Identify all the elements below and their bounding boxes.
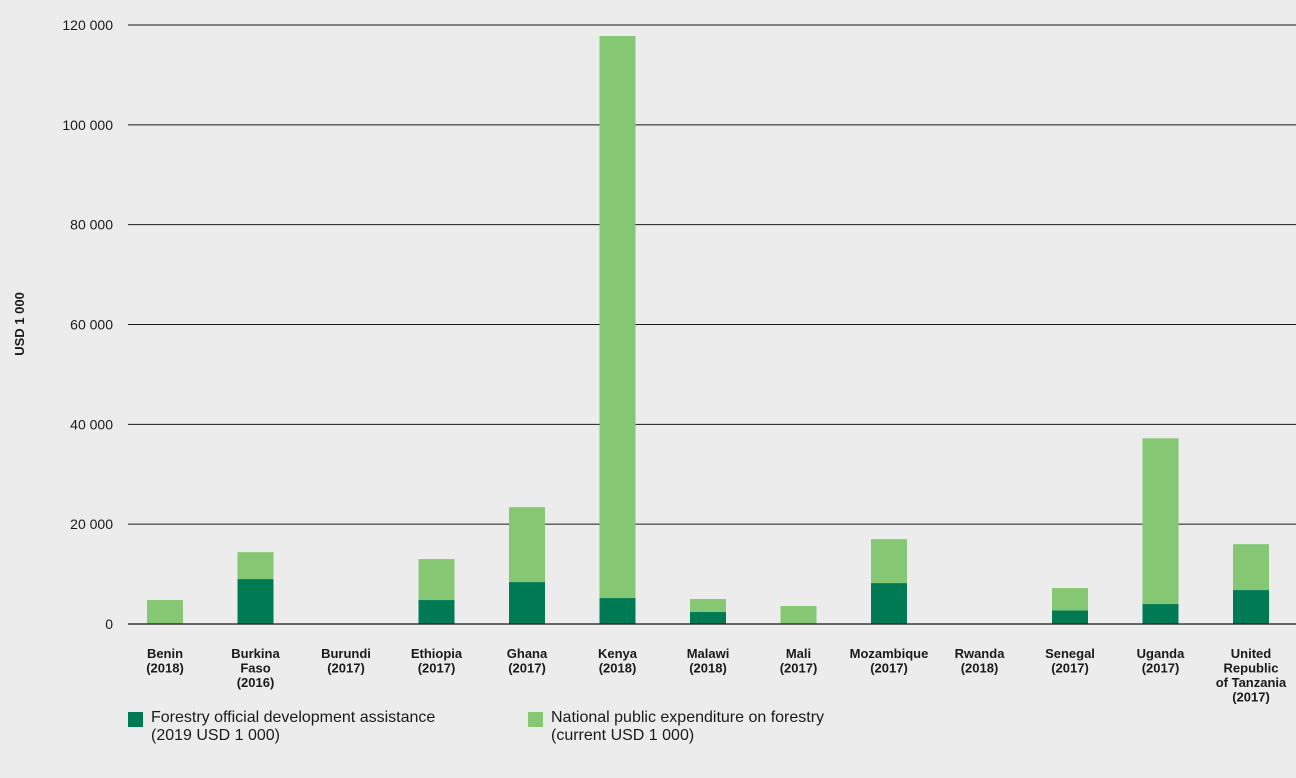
legend-swatch-oda [128, 712, 143, 727]
x-category-label: Burundi (2017) [321, 646, 371, 676]
x-category-label: Mali (2017) [780, 646, 818, 676]
bar-national-expenditure [418, 559, 455, 601]
bar-national-expenditure [147, 600, 183, 624]
y-tick-label: 120 000 [62, 17, 113, 33]
x-category-label: Burkina Faso (2016) [231, 646, 280, 690]
x-category-label: Mozambique (2017) [850, 646, 929, 676]
bar-oda [1142, 604, 1179, 624]
bar-oda [418, 600, 455, 624]
bar-national-expenditure [1142, 438, 1179, 605]
gridlines [128, 24, 1296, 625]
x-category-label: Senegal (2017) [1045, 646, 1095, 676]
legend-label-national: National public expenditure on forestry … [551, 709, 825, 744]
legend-item-oda: Forestry official development assistance… [128, 709, 435, 745]
legend-label-oda: Forestry official development assistance… [151, 709, 436, 744]
x-category-label: United Republic of Tanzania (2017) [1216, 646, 1287, 705]
bar-oda [509, 582, 545, 624]
y-tick-label: 20 000 [70, 516, 113, 532]
bars [128, 35, 1296, 625]
bar-national-expenditure [1233, 544, 1269, 591]
x-category-label: Benin (2018) [146, 646, 184, 676]
bar-national-expenditure [871, 539, 907, 584]
bar-national-expenditure [599, 35, 636, 599]
x-category-label: Rwanda (2018) [955, 646, 1006, 676]
legend-item-national: National public expenditure on forestry … [528, 709, 824, 745]
y-axis-title: USD 1 000 [12, 292, 27, 356]
bar-national-expenditure [509, 507, 545, 583]
bar-national-expenditure [1052, 588, 1088, 611]
bar-oda [871, 583, 907, 624]
y-tick-labels: 0 20 000 40 000 60 000 80 000 100 000 120 000 [62, 17, 113, 632]
y-tick-label: 0 [105, 616, 113, 632]
x-category-label: Uganda (2017) [1137, 646, 1185, 676]
x-category-label: Ethiopia (2017) [411, 646, 463, 676]
x-category-labels: Benin (2018) Burkina Faso (2016) Burundi (2017… [146, 646, 1287, 705]
legend-swatch-national [528, 712, 543, 727]
bar-national-expenditure [237, 552, 274, 580]
x-category-label: Kenya (2018) [598, 646, 638, 676]
y-tick-label: 60 000 [70, 317, 113, 333]
x-category-label: Malawi (2018) [687, 646, 730, 676]
bar-national-expenditure [690, 599, 726, 613]
legend: Forestry official development assistance… [0, 709, 1296, 769]
y-tick-label: 100 000 [62, 117, 113, 133]
bar-oda [690, 612, 726, 624]
y-tick-label: 40 000 [70, 416, 113, 432]
y-tick-label: 80 000 [70, 217, 113, 233]
bar-national-expenditure [780, 606, 817, 624]
bar-oda [237, 579, 274, 624]
bar-oda [1233, 590, 1269, 624]
x-category-label: Ghana (2017) [507, 646, 548, 676]
bar-oda [599, 598, 636, 624]
bar-oda [1052, 610, 1088, 624]
